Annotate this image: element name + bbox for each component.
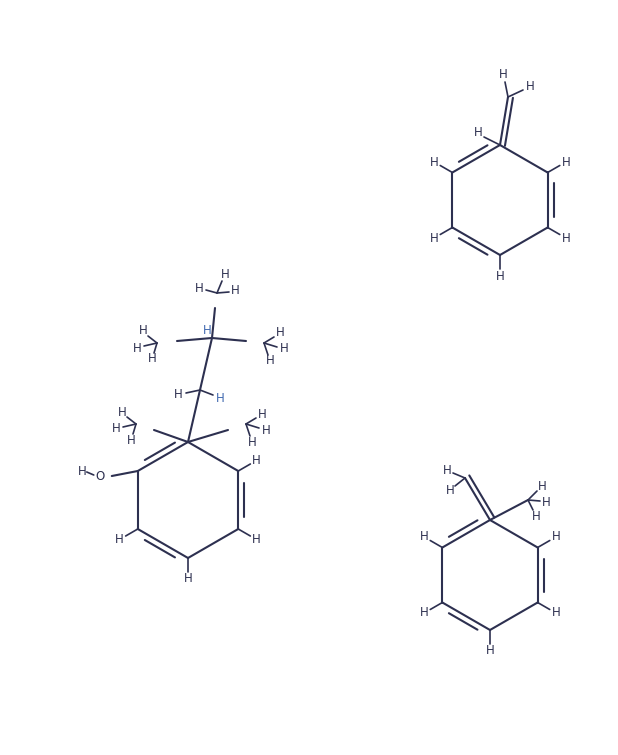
Text: H: H (430, 232, 439, 245)
Text: H: H (231, 285, 239, 297)
Text: H: H (115, 533, 124, 546)
Text: H: H (138, 325, 147, 337)
Text: H: H (174, 389, 182, 402)
Text: H: H (117, 405, 126, 418)
Text: H: H (77, 464, 86, 477)
Text: H: H (252, 454, 261, 467)
Text: H: H (446, 483, 454, 497)
Text: H: H (216, 392, 224, 405)
Text: H: H (203, 323, 211, 337)
Text: H: H (148, 353, 156, 365)
Text: H: H (499, 69, 507, 82)
Text: H: H (561, 232, 570, 245)
Text: H: H (276, 326, 284, 340)
Text: H: H (473, 127, 483, 140)
Text: H: H (279, 343, 289, 356)
Text: H: H (442, 464, 451, 476)
Text: H: H (541, 495, 551, 509)
Text: H: H (551, 606, 560, 620)
Text: H: H (561, 156, 570, 168)
Text: H: H (420, 606, 428, 620)
Text: H: H (531, 510, 540, 522)
Text: H: H (252, 533, 261, 546)
Text: H: H (551, 531, 560, 544)
Text: H: H (420, 531, 428, 544)
Text: H: H (221, 269, 229, 282)
Text: H: H (496, 270, 504, 282)
Text: H: H (430, 156, 439, 168)
Text: H: H (258, 408, 266, 421)
Text: H: H (266, 355, 274, 368)
Text: H: H (486, 645, 494, 658)
Text: H: H (526, 81, 535, 94)
Text: H: H (112, 423, 121, 436)
Text: O: O (95, 470, 104, 482)
Text: H: H (195, 282, 203, 294)
Text: H: H (261, 424, 271, 436)
Text: H: H (184, 572, 192, 585)
Text: H: H (538, 479, 546, 492)
Text: H: H (127, 433, 135, 446)
Text: H: H (248, 436, 256, 448)
Text: H: H (133, 341, 142, 355)
